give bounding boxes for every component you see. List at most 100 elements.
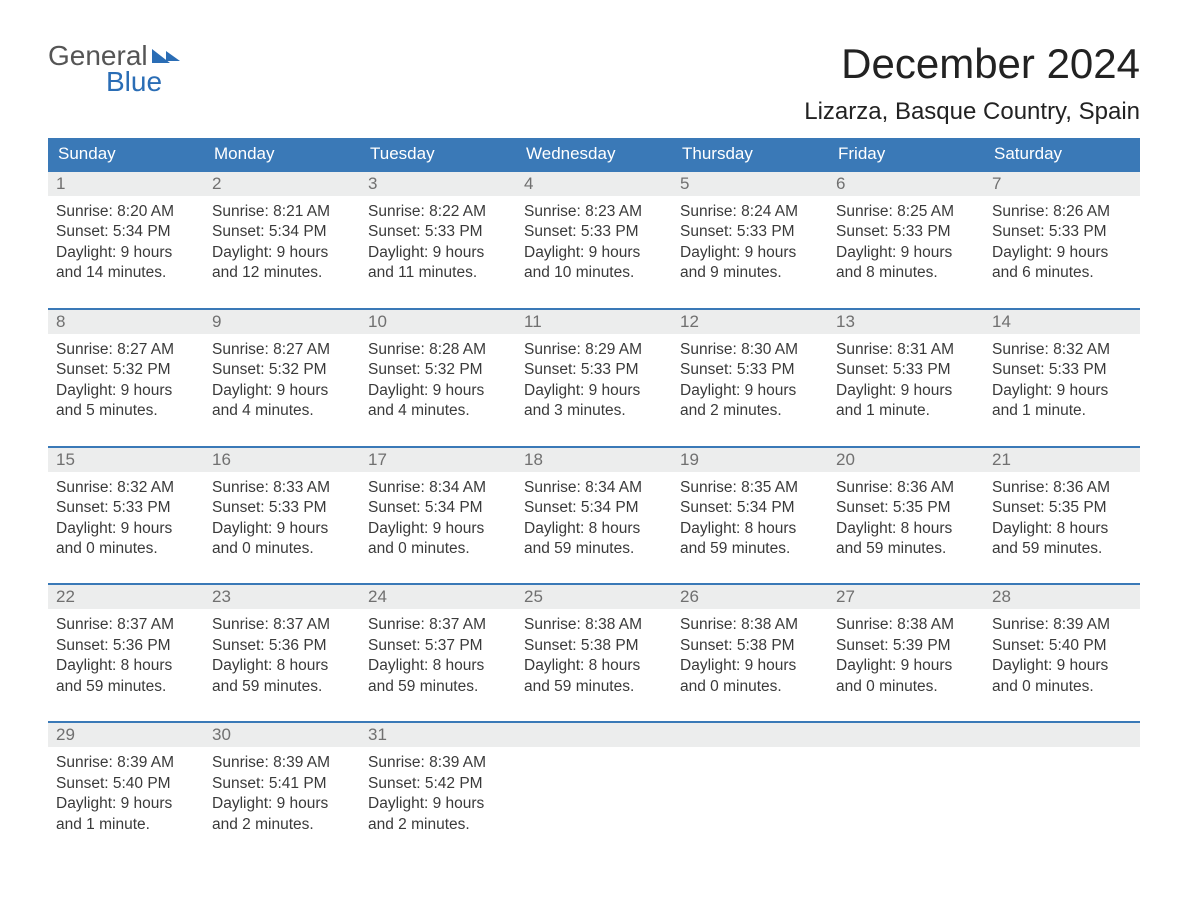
day-number: 1	[48, 172, 204, 196]
day-number	[672, 723, 828, 747]
day-number: 22	[48, 585, 204, 609]
sunset-line: Sunset: 5:39 PM	[836, 636, 976, 656]
day-number: 29	[48, 723, 204, 747]
calendar-week: 22232425262728Sunrise: 8:37 AMSunset: 5:…	[48, 583, 1140, 701]
daylight-line: Daylight: 8 hours and 59 minutes.	[992, 519, 1132, 560]
day-number: 15	[48, 448, 204, 472]
sunrise-line: Sunrise: 8:34 AM	[368, 478, 508, 498]
daylight-line: Daylight: 9 hours and 1 minute.	[992, 381, 1132, 422]
day-number: 25	[516, 585, 672, 609]
day-number: 11	[516, 310, 672, 334]
day-number: 7	[984, 172, 1140, 196]
sunrise-line: Sunrise: 8:30 AM	[680, 340, 820, 360]
daylight-line: Daylight: 9 hours and 1 minute.	[836, 381, 976, 422]
sunrise-line: Sunrise: 8:39 AM	[56, 753, 196, 773]
sunset-line: Sunset: 5:33 PM	[524, 222, 664, 242]
calendar-cell: Sunrise: 8:20 AMSunset: 5:34 PMDaylight:…	[48, 196, 204, 288]
sunrise-line: Sunrise: 8:34 AM	[524, 478, 664, 498]
day-number: 8	[48, 310, 204, 334]
sunrise-line: Sunrise: 8:38 AM	[524, 615, 664, 635]
day-number: 16	[204, 448, 360, 472]
calendar-cell: Sunrise: 8:37 AMSunset: 5:36 PMDaylight:…	[204, 609, 360, 701]
calendar-cell: Sunrise: 8:21 AMSunset: 5:34 PMDaylight:…	[204, 196, 360, 288]
sunset-line: Sunset: 5:41 PM	[212, 774, 352, 794]
sunset-line: Sunset: 5:33 PM	[992, 222, 1132, 242]
day-number: 18	[516, 448, 672, 472]
calendar-cell: Sunrise: 8:27 AMSunset: 5:32 PMDaylight:…	[48, 334, 204, 426]
sunset-line: Sunset: 5:34 PM	[524, 498, 664, 518]
calendar-cell: Sunrise: 8:32 AMSunset: 5:33 PMDaylight:…	[984, 334, 1140, 426]
day-number	[516, 723, 672, 747]
daylight-line: Daylight: 9 hours and 1 minute.	[56, 794, 196, 835]
calendar-cell: Sunrise: 8:34 AMSunset: 5:34 PMDaylight:…	[516, 472, 672, 564]
daylight-line: Daylight: 9 hours and 0 minutes.	[836, 656, 976, 697]
calendar-cell: Sunrise: 8:24 AMSunset: 5:33 PMDaylight:…	[672, 196, 828, 288]
header: General Blue December 2024 Lizarza, Basq…	[48, 40, 1140, 126]
sunset-line: Sunset: 5:37 PM	[368, 636, 508, 656]
sunrise-line: Sunrise: 8:38 AM	[836, 615, 976, 635]
logo-triangle-icon-2	[166, 51, 180, 61]
calendar-cell: Sunrise: 8:33 AMSunset: 5:33 PMDaylight:…	[204, 472, 360, 564]
sunrise-line: Sunrise: 8:39 AM	[368, 753, 508, 773]
sunset-line: Sunset: 5:40 PM	[56, 774, 196, 794]
weekday-friday: Friday	[828, 138, 984, 170]
day-number-row: 22232425262728	[48, 585, 1140, 609]
sunrise-line: Sunrise: 8:22 AM	[368, 202, 508, 222]
sunrise-line: Sunrise: 8:32 AM	[992, 340, 1132, 360]
day-number: 13	[828, 310, 984, 334]
calendar-cell: Sunrise: 8:37 AMSunset: 5:36 PMDaylight:…	[48, 609, 204, 701]
sunset-line: Sunset: 5:33 PM	[992, 360, 1132, 380]
daylight-line: Daylight: 8 hours and 59 minutes.	[368, 656, 508, 697]
calendar-cell: Sunrise: 8:29 AMSunset: 5:33 PMDaylight:…	[516, 334, 672, 426]
sunset-line: Sunset: 5:36 PM	[212, 636, 352, 656]
weekday-monday: Monday	[204, 138, 360, 170]
daylight-line: Daylight: 8 hours and 59 minutes.	[680, 519, 820, 560]
day-number: 19	[672, 448, 828, 472]
daylight-line: Daylight: 9 hours and 12 minutes.	[212, 243, 352, 284]
daylight-line: Daylight: 9 hours and 8 minutes.	[836, 243, 976, 284]
sunrise-line: Sunrise: 8:37 AM	[368, 615, 508, 635]
day-number: 20	[828, 448, 984, 472]
sunrise-line: Sunrise: 8:38 AM	[680, 615, 820, 635]
sunset-line: Sunset: 5:33 PM	[836, 360, 976, 380]
sunset-line: Sunset: 5:34 PM	[680, 498, 820, 518]
day-number: 12	[672, 310, 828, 334]
daylight-line: Daylight: 9 hours and 11 minutes.	[368, 243, 508, 284]
day-number: 9	[204, 310, 360, 334]
calendar-cell: Sunrise: 8:37 AMSunset: 5:37 PMDaylight:…	[360, 609, 516, 701]
calendar-cell: Sunrise: 8:27 AMSunset: 5:32 PMDaylight:…	[204, 334, 360, 426]
sunset-line: Sunset: 5:32 PM	[212, 360, 352, 380]
calendar-cell: Sunrise: 8:23 AMSunset: 5:33 PMDaylight:…	[516, 196, 672, 288]
day-number-row: 891011121314	[48, 310, 1140, 334]
calendar-cell: Sunrise: 8:36 AMSunset: 5:35 PMDaylight:…	[984, 472, 1140, 564]
calendar-cell: Sunrise: 8:25 AMSunset: 5:33 PMDaylight:…	[828, 196, 984, 288]
sunrise-line: Sunrise: 8:21 AM	[212, 202, 352, 222]
sunset-line: Sunset: 5:32 PM	[56, 360, 196, 380]
sunset-line: Sunset: 5:33 PM	[524, 360, 664, 380]
calendar-cell: Sunrise: 8:34 AMSunset: 5:34 PMDaylight:…	[360, 472, 516, 564]
daylight-line: Daylight: 9 hours and 5 minutes.	[56, 381, 196, 422]
daylight-line: Daylight: 9 hours and 10 minutes.	[524, 243, 664, 284]
day-number: 31	[360, 723, 516, 747]
weekday-header-row: Sunday Monday Tuesday Wednesday Thursday…	[48, 138, 1140, 170]
location: Lizarza, Basque Country, Spain	[804, 98, 1140, 126]
day-number: 17	[360, 448, 516, 472]
calendar-cell: Sunrise: 8:26 AMSunset: 5:33 PMDaylight:…	[984, 196, 1140, 288]
calendar-cell: Sunrise: 8:39 AMSunset: 5:40 PMDaylight:…	[984, 609, 1140, 701]
sunset-line: Sunset: 5:33 PM	[56, 498, 196, 518]
weekday-wednesday: Wednesday	[516, 138, 672, 170]
sunrise-line: Sunrise: 8:37 AM	[56, 615, 196, 635]
calendar-cell: Sunrise: 8:38 AMSunset: 5:38 PMDaylight:…	[516, 609, 672, 701]
day-number-row: 293031	[48, 723, 1140, 747]
sunset-line: Sunset: 5:36 PM	[56, 636, 196, 656]
weeks-container: 1234567Sunrise: 8:20 AMSunset: 5:34 PMDa…	[48, 170, 1140, 839]
calendar-cell	[516, 747, 672, 839]
daylight-line: Daylight: 9 hours and 2 minutes.	[212, 794, 352, 835]
day-number: 10	[360, 310, 516, 334]
sunrise-line: Sunrise: 8:28 AM	[368, 340, 508, 360]
sunrise-line: Sunrise: 8:26 AM	[992, 202, 1132, 222]
daylight-line: Daylight: 9 hours and 4 minutes.	[368, 381, 508, 422]
sunset-line: Sunset: 5:34 PM	[56, 222, 196, 242]
day-number: 2	[204, 172, 360, 196]
title-block: December 2024 Lizarza, Basque Country, S…	[804, 40, 1140, 126]
